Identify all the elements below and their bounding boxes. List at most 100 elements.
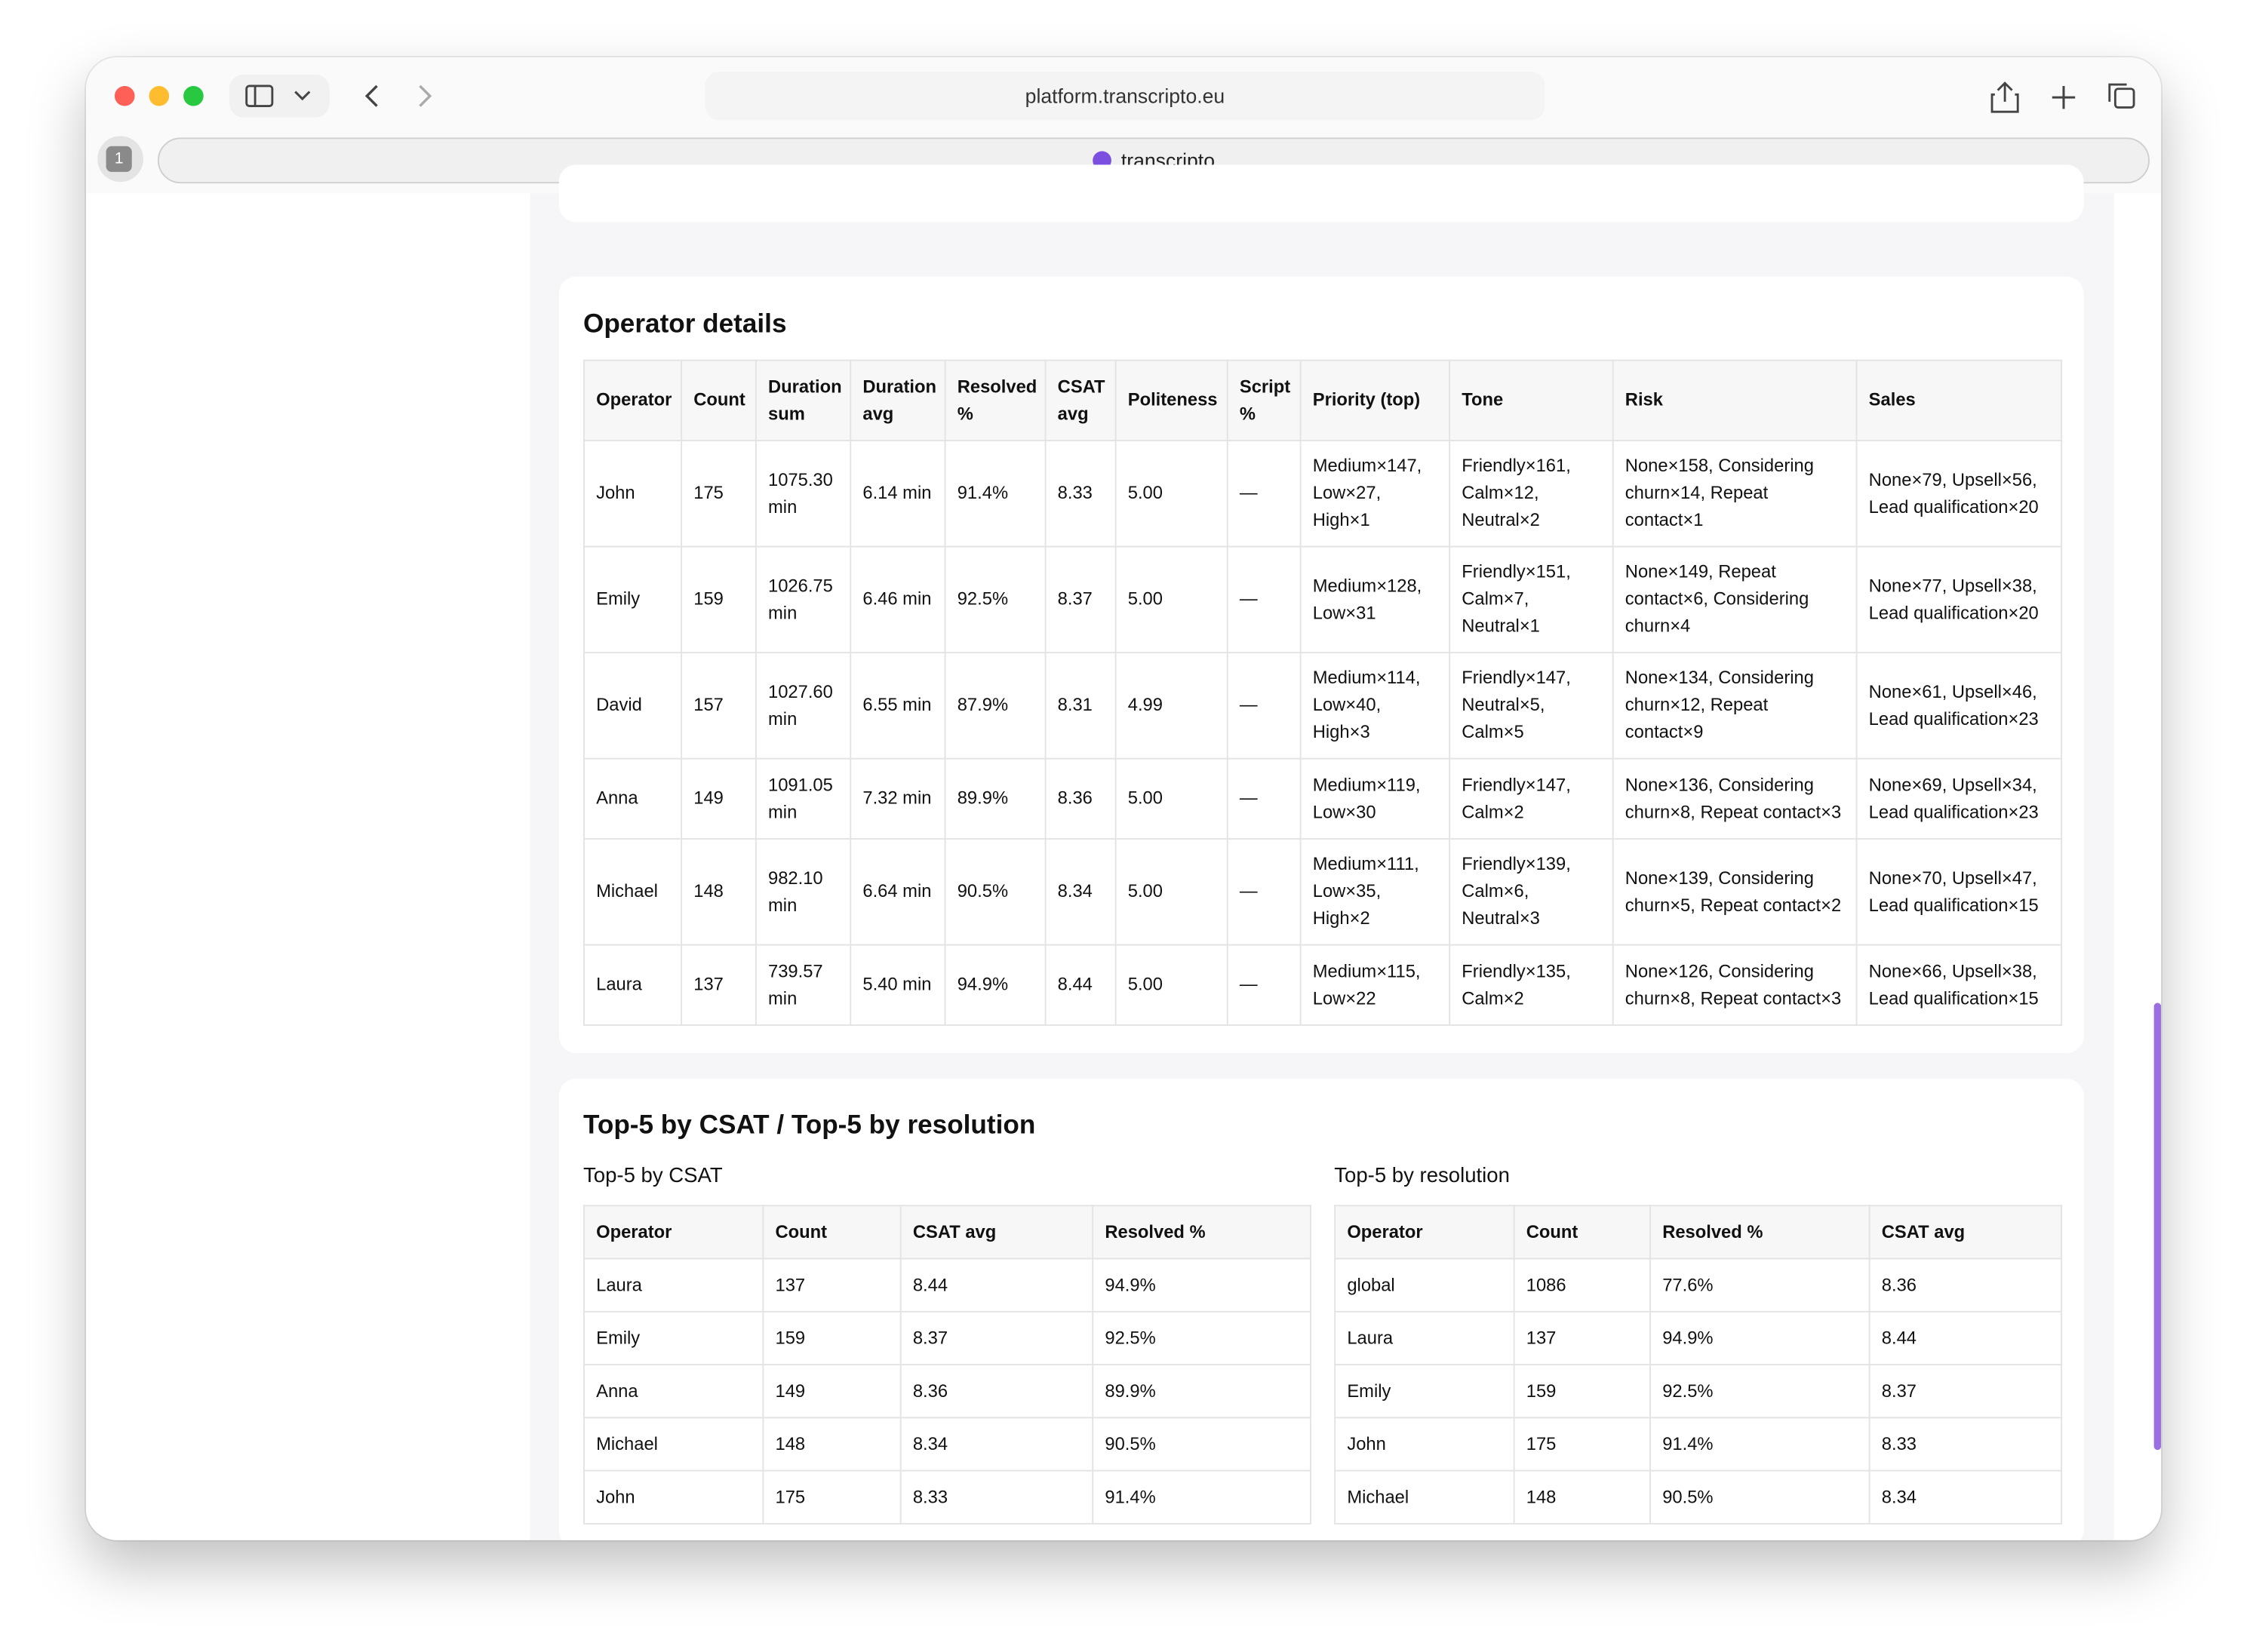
cell: Medium×119, Low×30 bbox=[1299, 757, 1451, 840]
row: Laura 137 739.57 min 5.40 min 94.9% 8.44 5.00—… bbox=[583, 944, 2063, 1026]
cell: 149 bbox=[681, 757, 757, 840]
cell: 5.00 bbox=[1114, 838, 1228, 946]
maximize-button[interactable] bbox=[183, 85, 204, 106]
back-button[interactable] bbox=[364, 84, 378, 107]
minimize-button[interactable] bbox=[149, 85, 170, 106]
forward-button[interactable] bbox=[419, 84, 432, 107]
card bbox=[558, 164, 2084, 223]
cell: 91.4% bbox=[1092, 1469, 1311, 1525]
cell: Friendly×147, Calm×2 bbox=[1449, 757, 1614, 840]
column-header: CSAT avg bbox=[1868, 1205, 2063, 1260]
cell: None×126, Considering churn×8, Repeat co… bbox=[1612, 944, 1858, 1026]
cell: 91.4% bbox=[944, 440, 1047, 548]
cell: Emily bbox=[1334, 1364, 1515, 1419]
column-header: Duration avg bbox=[850, 359, 946, 441]
row: David 157 1027.60 min 6.55 min 87.9% 8.31 4.99… bbox=[583, 652, 2063, 760]
cell: 8.33 bbox=[1044, 440, 1117, 548]
cell: Medium×111, Low×35, High×2 bbox=[1299, 838, 1451, 946]
table-caption: Top-5 by resolution bbox=[1334, 1165, 1510, 1188]
cell: 8.44 bbox=[1044, 944, 1117, 1026]
cell: Laura bbox=[583, 944, 683, 1026]
column-header: Resolved % bbox=[1649, 1205, 1870, 1260]
cell: Medium×114, Low×40, High×3 bbox=[1299, 652, 1451, 760]
cell: 1086 bbox=[1513, 1257, 1651, 1313]
cell: 6.46 min bbox=[850, 545, 946, 654]
cell: 1026.75 min bbox=[755, 545, 852, 654]
cell: 1091.05 min bbox=[755, 757, 852, 840]
cell: 8.33 bbox=[1868, 1417, 2063, 1472]
new-tab-button[interactable] bbox=[2052, 85, 2076, 109]
row: Anna 149 1091.05 min 7.32 min 89.9% 8.36 5.00—… bbox=[583, 757, 2063, 840]
cell: 8.31 bbox=[1044, 652, 1117, 760]
row: Emily 159 8.37 92.5% bbox=[583, 1310, 1311, 1366]
cell: 92.5% bbox=[944, 545, 1047, 654]
cell: Friendly×139, Calm×6, Neutral×3 bbox=[1449, 838, 1614, 946]
cell: 8.37 bbox=[1868, 1364, 2063, 1419]
cell: 159 bbox=[762, 1310, 902, 1366]
cell: None×79, Upsell×56, Lead qualification×2… bbox=[1855, 440, 2063, 548]
cell: 5.00 bbox=[1114, 757, 1228, 840]
cell: 175 bbox=[681, 440, 757, 548]
cell: None×61, Upsell×46, Lead qualification×2… bbox=[1855, 652, 2063, 760]
browser-window: platform.transcripto.eu 1 transcripto Op… bbox=[85, 57, 2162, 1540]
row: Laura 137 8.44 94.9% bbox=[583, 1257, 1311, 1313]
sidebar-toggle[interactable] bbox=[229, 74, 330, 118]
cell: David bbox=[583, 652, 683, 760]
cell: None×134, Considering churn×12, Repeat c… bbox=[1612, 652, 1858, 760]
cell: 1027.60 min bbox=[755, 652, 852, 760]
cell: 89.9% bbox=[944, 757, 1047, 840]
cell: 6.64 min bbox=[850, 838, 946, 946]
cell: None×136, Considering churn×8, Repeat co… bbox=[1612, 757, 1858, 840]
card-title: Operator details bbox=[583, 308, 787, 339]
header-row: Operator Count Duration sum Duration avg Res… bbox=[583, 359, 2063, 441]
cell: 148 bbox=[681, 838, 757, 946]
cell: None×139, Considering churn×5, Repeat co… bbox=[1612, 838, 1858, 946]
sidebar bbox=[85, 193, 530, 1540]
cell: 148 bbox=[1513, 1469, 1651, 1525]
scrollbar[interactable] bbox=[2153, 1003, 2162, 1451]
row: Anna 149 8.36 89.9% bbox=[583, 1364, 1311, 1419]
cell: Friendly×147, Neutral×5, Calm×5 bbox=[1449, 652, 1614, 760]
cell: 8.36 bbox=[1868, 1257, 2063, 1313]
table-caption: Top-5 by CSAT bbox=[583, 1165, 723, 1188]
tabs-button[interactable] bbox=[2113, 88, 2135, 109]
cell: 148 bbox=[762, 1417, 902, 1472]
cell: 157 bbox=[681, 652, 757, 760]
close-button[interactable] bbox=[114, 85, 135, 106]
card-title: Top-5 by CSAT / Top-5 by resolution bbox=[583, 1109, 1036, 1139]
row: Michael 148 90.5% 8.34 bbox=[1334, 1469, 2063, 1525]
cell: 6.55 min bbox=[850, 652, 946, 760]
cell: 8.36 bbox=[899, 1364, 1094, 1419]
top5-card: Top-5 by CSAT / Top-5 by resolution Top-… bbox=[558, 1079, 2084, 1540]
cell: 91.4% bbox=[1649, 1417, 1870, 1472]
cell: Michael bbox=[1334, 1469, 1515, 1525]
address-bar[interactable]: platform.transcripto.eu bbox=[705, 71, 1545, 121]
cell: 149 bbox=[762, 1364, 902, 1419]
row: John 175 91.4% 8.33 bbox=[1334, 1417, 2063, 1472]
cell: 94.9% bbox=[1649, 1310, 1870, 1366]
cell: Laura bbox=[583, 1257, 764, 1313]
row: Michael 148 982.10 min 6.64 min 90.5% 8.34 5.0… bbox=[583, 838, 2063, 946]
column-header: Count bbox=[681, 359, 757, 441]
cell: 175 bbox=[762, 1469, 902, 1525]
cell: 8.34 bbox=[1044, 838, 1117, 946]
row: Emily 159 1026.75 min 6.46 min 92.5% 8.37 5.00… bbox=[583, 545, 2063, 654]
cell: 94.9% bbox=[1092, 1257, 1311, 1313]
nav-icons bbox=[229, 74, 432, 118]
cell: 89.9% bbox=[1092, 1364, 1311, 1419]
cell: Friendly×161, Calm×12, Neutral×2 bbox=[1449, 440, 1614, 548]
cell: 8.34 bbox=[899, 1417, 1094, 1472]
cell: John bbox=[1334, 1417, 1515, 1472]
cell: — bbox=[1226, 838, 1302, 946]
column-header: Operator bbox=[1334, 1205, 1515, 1260]
tab[interactable]: transcripto bbox=[157, 137, 2150, 184]
tab-count: 1 bbox=[106, 146, 132, 172]
cell: Michael bbox=[583, 1417, 764, 1472]
share-button[interactable] bbox=[1990, 81, 2019, 113]
column-header: Resolved % bbox=[1092, 1205, 1311, 1260]
column-header: Tone bbox=[1449, 359, 1614, 441]
cell: 90.5% bbox=[1649, 1469, 1870, 1525]
header-row: Operator Count CSAT avg Resolved % bbox=[583, 1205, 1311, 1260]
cell: None×70, Upsell×47, Lead qualification×1… bbox=[1855, 838, 2063, 946]
cell: 8.37 bbox=[899, 1310, 1094, 1366]
